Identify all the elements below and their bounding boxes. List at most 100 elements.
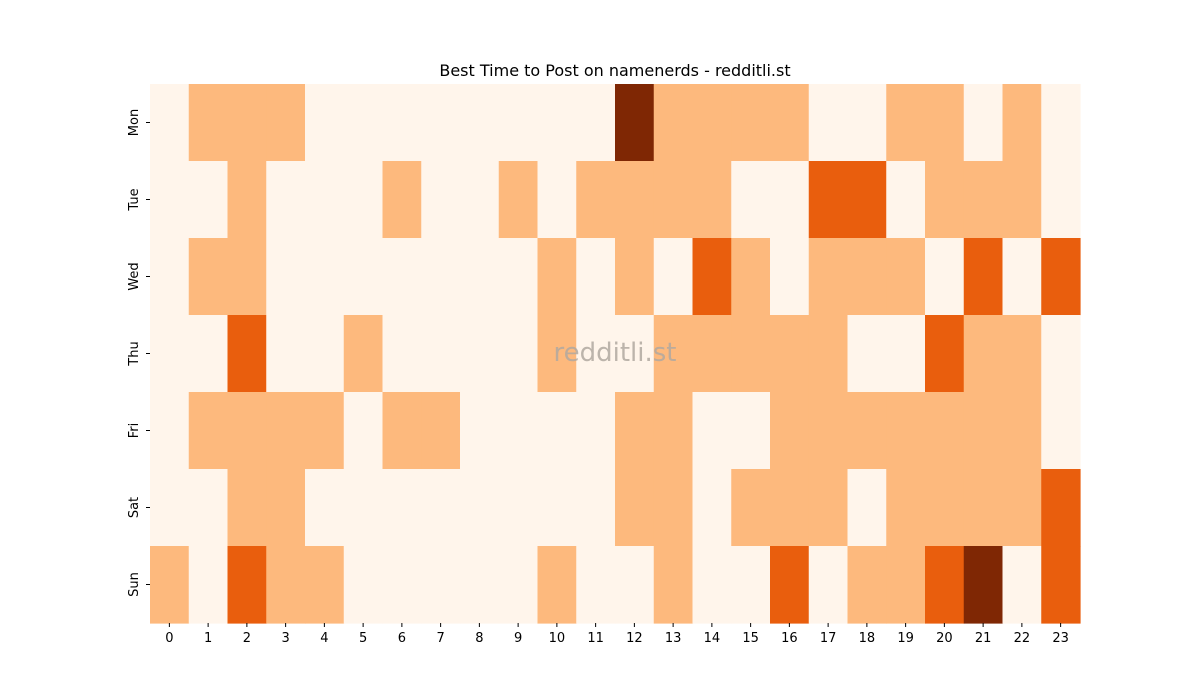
heatmap-cell-sat-11 <box>576 469 616 547</box>
heatmap-cell-sun-1 <box>188 546 229 624</box>
y-tick-label: Tue <box>127 188 142 211</box>
heatmap-cell-mon-15 <box>731 84 771 162</box>
x-tick-label: 6 <box>398 631 406 646</box>
heatmap-cell-mon-10 <box>537 84 577 162</box>
heatmap-cell-tue-20 <box>925 161 965 239</box>
heatmap-cell-tue-16 <box>770 161 810 239</box>
heatmap-cell-sun-2 <box>227 546 267 624</box>
heatmap-cell-thu-15 <box>731 315 771 393</box>
heatmap-cell-mon-20 <box>925 84 965 162</box>
heatmap-cell-wed-18 <box>847 238 887 316</box>
heatmap-cell-mon-1 <box>188 84 229 162</box>
heatmap-cell-fri-21 <box>963 392 1004 470</box>
heatmap-cell-tue-23 <box>1041 161 1081 239</box>
heatmap-cell-fri-7 <box>421 392 461 470</box>
x-tick-label: 21 <box>975 631 992 646</box>
heatmap-cell-mon-22 <box>1002 84 1042 162</box>
heatmap-cell-wed-8 <box>460 238 500 316</box>
heatmap-cell-tue-5 <box>343 161 384 239</box>
heatmap-cell-fri-10 <box>537 392 577 470</box>
heatmap-cell-tue-3 <box>266 161 306 239</box>
heatmap-cell-wed-10 <box>537 238 577 316</box>
heatmap-cell-wed-1 <box>188 238 229 316</box>
heatmap-cell-tue-8 <box>460 161 500 239</box>
x-tick-label: 9 <box>514 631 522 646</box>
heatmap-cell-sun-3 <box>266 546 306 624</box>
heatmap-cell-thu-18 <box>847 315 887 393</box>
heatmap-cell-thu-9 <box>498 315 539 393</box>
chart-title: Best Time to Post on namenerds - redditl… <box>439 61 790 80</box>
x-tick-label: 2 <box>243 631 251 646</box>
heatmap-cell-wed-21 <box>963 238 1004 316</box>
heatmap-cell-thu-16 <box>770 315 810 393</box>
heatmap-cell-sun-12 <box>615 546 655 624</box>
heatmap-cell-sat-19 <box>886 469 926 547</box>
heatmap-cell-fri-23 <box>1041 392 1081 470</box>
heatmap-cell-tue-1 <box>188 161 229 239</box>
heatmap-cell-wed-3 <box>266 238 306 316</box>
heatmap-cell-tue-17 <box>808 161 849 239</box>
y-tick-label: Sat <box>127 497 142 518</box>
heatmap-cell-thu-12 <box>615 315 655 393</box>
heatmap-cell-sat-0 <box>150 469 190 547</box>
heatmap-cell-wed-13 <box>653 238 694 316</box>
heatmap-cell-fri-18 <box>847 392 887 470</box>
heatmap-cell-sun-7 <box>421 546 461 624</box>
heatmap-cell-mon-2 <box>227 84 267 162</box>
heatmap-cell-thu-8 <box>460 315 500 393</box>
heatmap-cell-sun-4 <box>305 546 345 624</box>
heatmap-cell-fri-9 <box>498 392 539 470</box>
heatmap-cell-mon-4 <box>305 84 345 162</box>
y-tick-label: Wed <box>127 262 142 290</box>
heatmap-cell-sun-20 <box>925 546 965 624</box>
heatmap-cell-fri-3 <box>266 392 306 470</box>
heatmap-cell-sat-18 <box>847 469 887 547</box>
heatmap-cell-sun-16 <box>770 546 810 624</box>
heatmap-cell-mon-19 <box>886 84 926 162</box>
heatmap-cell-mon-9 <box>498 84 539 162</box>
heatmap-cell-tue-11 <box>576 161 616 239</box>
heatmap-cell-fri-17 <box>808 392 849 470</box>
heatmap-cell-wed-9 <box>498 238 539 316</box>
heatmap-cell-sun-0 <box>150 546 190 624</box>
heatmap-cell-sat-10 <box>537 469 577 547</box>
heatmap-cell-thu-5 <box>343 315 384 393</box>
heatmap-cell-wed-7 <box>421 238 461 316</box>
x-tick-label: 23 <box>1052 631 1069 646</box>
heatmap-cell-wed-0 <box>150 238 190 316</box>
heatmap-cell-mon-17 <box>808 84 849 162</box>
heatmap-cell-sat-5 <box>343 469 384 547</box>
heatmap-cell-fri-22 <box>1002 392 1042 470</box>
heatmap-cell-thu-3 <box>266 315 306 393</box>
heatmap-cell-tue-19 <box>886 161 926 239</box>
heatmap-cell-mon-6 <box>382 84 422 162</box>
x-tick-label: 15 <box>742 631 759 646</box>
y-axis: Mon Tue Wed Thu Fri Sat Sun <box>127 109 150 597</box>
heatmap-cell-sun-13 <box>653 546 694 624</box>
heatmap-cell-sat-22 <box>1002 469 1042 547</box>
heatmap-cell-mon-12 <box>615 84 655 162</box>
heatmap-cell-sat-15 <box>731 469 771 547</box>
heatmap-cell-tue-18 <box>847 161 887 239</box>
heatmap-cell-thu-11 <box>576 315 616 393</box>
heatmap-cell-tue-10 <box>537 161 577 239</box>
heatmap-cell-sun-14 <box>692 546 732 624</box>
heatmap-cell-mon-23 <box>1041 84 1081 162</box>
heatmap-cell-sat-3 <box>266 469 306 547</box>
heatmap-cell-thu-2 <box>227 315 267 393</box>
heatmap-cell-fri-16 <box>770 392 810 470</box>
heatmap-cell-wed-4 <box>305 238 345 316</box>
heatmap-cell-tue-4 <box>305 161 345 239</box>
heatmap-cell-fri-15 <box>731 392 771 470</box>
heatmap-cell-tue-2 <box>227 161 267 239</box>
heatmap-cell-sat-8 <box>460 469 500 547</box>
y-tick-label: Sun <box>127 572 142 597</box>
x-tick-label: 11 <box>587 631 604 646</box>
heatmap-cell-mon-0 <box>150 84 190 162</box>
heatmap-cell-wed-12 <box>615 238 655 316</box>
heatmap-cell-mon-7 <box>421 84 461 162</box>
heatmap-cell-fri-6 <box>382 392 422 470</box>
heatmap-cell-thu-7 <box>421 315 461 393</box>
x-tick-label: 10 <box>549 631 566 646</box>
x-tick-label: 1 <box>204 631 212 646</box>
